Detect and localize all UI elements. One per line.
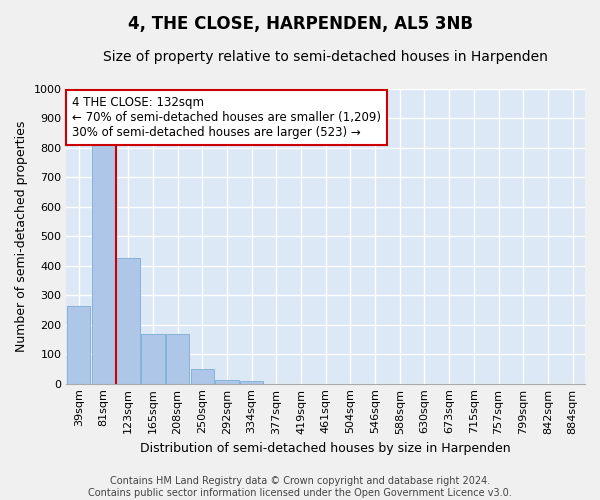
Text: 4 THE CLOSE: 132sqm
← 70% of semi-detached houses are smaller (1,209)
30% of sem: 4 THE CLOSE: 132sqm ← 70% of semi-detach… (71, 96, 380, 139)
Bar (116, 258, 140, 384)
Bar (240, 382, 263, 384)
Bar (166, 334, 189, 384)
Y-axis label: Number of semi-detached properties: Number of semi-detached properties (15, 120, 28, 352)
Text: Contains HM Land Registry data © Crown copyright and database right 2024.
Contai: Contains HM Land Registry data © Crown c… (88, 476, 512, 498)
Text: 4, THE CLOSE, HARPENDEN, AL5 3NB: 4, THE CLOSE, HARPENDEN, AL5 3NB (128, 15, 473, 33)
Bar (215, 380, 239, 384)
Bar (141, 334, 164, 384)
Title: Size of property relative to semi-detached houses in Harpenden: Size of property relative to semi-detach… (103, 50, 548, 64)
Bar (92, 140, 115, 384)
X-axis label: Distribution of semi-detached houses by size in Harpenden: Distribution of semi-detached houses by … (140, 442, 511, 455)
Bar (191, 369, 214, 384)
Bar (67, 306, 91, 384)
